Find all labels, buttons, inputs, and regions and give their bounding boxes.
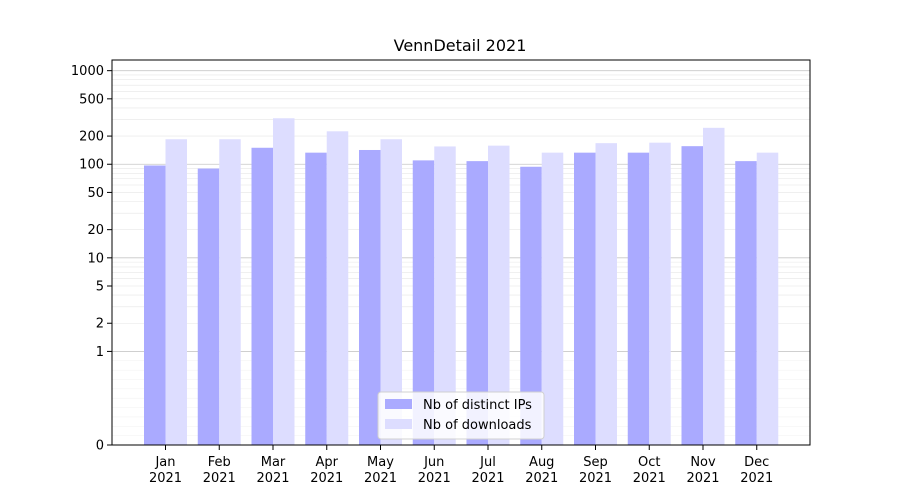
- y-tick-label: 5: [96, 280, 104, 295]
- x-tick-label: Nov 2021: [686, 455, 719, 486]
- bar-downloads-1: [165, 139, 187, 445]
- y-axis: 0 1 2 5 10 20 50 100 200 500 1000: [71, 64, 112, 454]
- y-tick-label: 1: [96, 345, 104, 360]
- y-tick-label: 2: [96, 317, 104, 332]
- legend-box: [377, 391, 545, 440]
- chart-title: VennDetail 2021: [394, 36, 527, 55]
- bar-distinct-ips-11: [681, 146, 703, 445]
- x-tick-label: Aug 2021: [525, 455, 558, 486]
- bar-distinct-ips-4: [305, 152, 327, 445]
- x-tick-label: Jan 2021: [149, 455, 182, 486]
- bar-downloads-7: [488, 145, 510, 445]
- bar-distinct-ips-7: [466, 161, 488, 445]
- bar-distinct-ips-5: [359, 149, 381, 445]
- bar-downloads-12: [756, 152, 779, 445]
- y-tick-label: 10: [87, 251, 104, 266]
- bar-downloads-9: [595, 143, 617, 445]
- x-tick-label: Sep 2021: [579, 455, 612, 486]
- x-tick-label: Apr 2021: [310, 455, 343, 486]
- bar-distinct-ips-2: [197, 168, 220, 445]
- bar-distinct-ips-3: [251, 147, 273, 445]
- bar-downloads-3: [273, 118, 295, 445]
- legend-swatch: [385, 419, 412, 429]
- bar-downloads-5: [380, 139, 402, 445]
- y-tick-label: 1000: [71, 64, 104, 79]
- bar-distinct-ips-9: [574, 152, 596, 445]
- y-tick-label: 20: [87, 223, 104, 238]
- y-tick-label: 500: [79, 92, 104, 107]
- legend-label: Nb of distinct IPs: [423, 398, 532, 413]
- bar-distinct-ips-1: [144, 165, 166, 446]
- y-tick-label: 200: [79, 130, 104, 145]
- bar-downloads-4: [326, 131, 349, 445]
- bars: [144, 118, 779, 446]
- legend-swatch: [385, 399, 412, 409]
- bar-distinct-ips-12: [735, 161, 757, 445]
- legend: Nb of distinct IPs Nb of downloads: [377, 391, 545, 440]
- y-tick-label: 0: [96, 439, 104, 454]
- x-tick-label: Jul 2021: [471, 455, 504, 486]
- plot-frame: [111, 59, 811, 446]
- x-tick-label: Oct 2021: [633, 455, 666, 486]
- bar-downloads-10: [649, 142, 671, 445]
- x-axis: Jan 2021 Feb 2021 Mar 2021 Apr 2021 May 2021 Jun 20…: [149, 445, 773, 486]
- bar-distinct-ips-8: [520, 166, 542, 446]
- bar-downloads-2: [219, 139, 241, 445]
- legend-label: Nb of downloads: [423, 418, 532, 433]
- bar-downloads-8: [541, 152, 564, 445]
- x-tick-label: Feb 2021: [203, 455, 236, 486]
- y-tick-label: 100: [79, 158, 104, 173]
- x-tick-label: Mar 2021: [256, 455, 289, 486]
- bar-distinct-ips-6: [412, 160, 435, 445]
- x-tick-label: Jun 2021: [418, 455, 451, 486]
- bar-downloads-11: [703, 127, 725, 445]
- bar-distinct-ips-10: [627, 152, 650, 445]
- y-tick-label: 50: [87, 186, 104, 201]
- x-tick-label: Dec 2021: [740, 455, 773, 486]
- x-tick-label: May 2021: [364, 455, 397, 486]
- bar-downloads-6: [434, 146, 456, 446]
